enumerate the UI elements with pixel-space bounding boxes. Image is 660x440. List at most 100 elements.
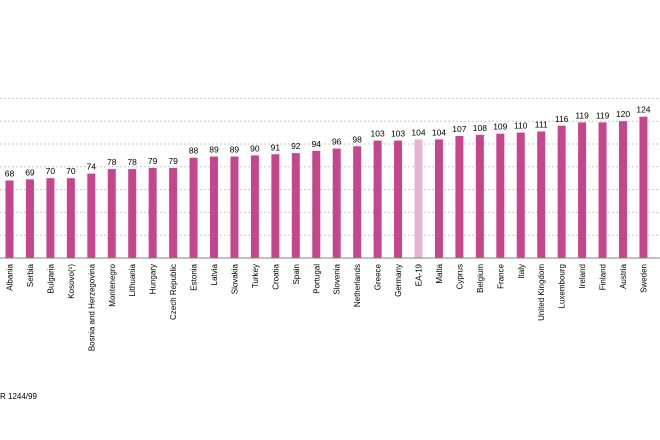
data-label: 104 — [411, 127, 425, 137]
category-label: Lithuania — [128, 263, 137, 296]
bar — [496, 133, 505, 258]
category-label: Austria — [619, 263, 628, 288]
bar — [394, 140, 403, 258]
category-label: Czech Republic — [169, 264, 178, 320]
bar — [598, 122, 607, 258]
bar — [434, 139, 443, 258]
data-label: 91 — [271, 142, 281, 152]
data-labels: 68 69 70 70 74 78 78 79 79 88 89 89 90 91 92 94 96 98 103 1… — [5, 105, 651, 179]
category-label: Luxembourg — [558, 264, 567, 308]
data-label: 120 — [616, 109, 630, 119]
bar — [414, 139, 423, 258]
data-label: 79 — [168, 156, 178, 166]
bar — [639, 116, 648, 258]
category-label: France — [496, 263, 505, 288]
category-label: Belgium — [476, 264, 485, 293]
bar — [373, 140, 382, 258]
bar — [5, 180, 14, 258]
bar — [46, 178, 55, 258]
category-label: Bulgaria — [46, 263, 55, 293]
category-label: Turkey — [251, 264, 260, 288]
data-label: 98 — [352, 134, 362, 144]
data-label: 89 — [230, 145, 240, 155]
data-label: 68 — [5, 168, 15, 178]
category-label: Serbia — [26, 263, 35, 287]
footnote: R 1244/99 — [0, 392, 37, 401]
data-label: 74 — [87, 162, 97, 172]
data-label: 78 — [107, 157, 117, 167]
bar — [87, 173, 96, 258]
bar — [148, 167, 157, 258]
data-label: 69 — [25, 167, 35, 177]
category-label: Kosovo(¹) — [67, 264, 76, 299]
bar — [291, 153, 300, 258]
category-label: Hungary — [149, 264, 158, 294]
bar — [332, 148, 341, 258]
bar — [516, 132, 525, 258]
bar — [210, 156, 218, 258]
bars — [5, 116, 648, 258]
data-label: 124 — [636, 105, 650, 115]
bar — [557, 125, 566, 258]
category-label: Estonia — [190, 263, 199, 290]
bar — [312, 150, 321, 258]
category-label: Germany — [394, 264, 403, 297]
category-label: Italy — [517, 264, 526, 279]
bar — [578, 122, 587, 258]
data-label: 108 — [473, 123, 487, 133]
bar — [66, 178, 75, 258]
category-label: Spain — [292, 264, 301, 284]
category-label: Cyprus — [455, 264, 464, 289]
category-label: Greece — [374, 263, 383, 290]
data-label: 78 — [127, 157, 137, 167]
data-label: 103 — [371, 129, 385, 139]
bar — [353, 146, 362, 258]
data-label: 116 — [555, 114, 569, 124]
bar — [619, 121, 627, 258]
data-label: 79 — [148, 156, 158, 166]
bar — [271, 154, 280, 258]
data-label: 111 — [535, 119, 548, 129]
data-label: 119 — [575, 110, 589, 120]
data-label: 104 — [432, 127, 446, 137]
data-label: 109 — [493, 122, 507, 132]
data-label: 119 — [596, 110, 610, 120]
bar — [107, 169, 116, 258]
category-label: Latvia — [210, 263, 219, 285]
category-label: Malta — [435, 263, 444, 283]
category-labels: Albania Serbia Bulgaria Kosovo(¹) Bosnia and… — [6, 263, 649, 351]
category-label: Croatia — [271, 263, 280, 289]
category-label: Portugal — [312, 264, 321, 294]
data-label: 94 — [312, 139, 322, 149]
category-label: Montenegro — [108, 263, 117, 306]
bar — [455, 136, 464, 258]
category-label: Albania — [6, 263, 15, 290]
data-label: 110 — [514, 121, 528, 131]
data-label: 89 — [209, 145, 219, 155]
data-label: 70 — [46, 166, 56, 176]
category-label: Sweden — [639, 264, 648, 293]
data-label: 88 — [189, 146, 199, 156]
category-label: Slovenia — [333, 263, 342, 294]
bar — [537, 131, 546, 258]
bar — [25, 179, 34, 258]
bar — [128, 169, 137, 258]
bar — [189, 157, 198, 258]
bar — [169, 167, 178, 258]
bar — [475, 134, 484, 258]
category-label: Bosnia and Herzegovina — [87, 263, 96, 351]
data-label: 107 — [452, 124, 466, 134]
data-label: 70 — [66, 166, 76, 176]
category-label: United Kingdom — [537, 264, 546, 321]
data-label: 92 — [291, 141, 301, 151]
category-label: Slovakia — [230, 263, 239, 294]
data-label: 90 — [250, 143, 260, 153]
bar — [250, 155, 259, 258]
data-label: 103 — [391, 129, 405, 139]
category-label: EA-19 — [415, 263, 424, 286]
category-label: Ireland — [578, 264, 587, 288]
data-label: 96 — [332, 137, 342, 147]
category-label: Finland — [599, 264, 608, 290]
bar — [230, 156, 239, 258]
